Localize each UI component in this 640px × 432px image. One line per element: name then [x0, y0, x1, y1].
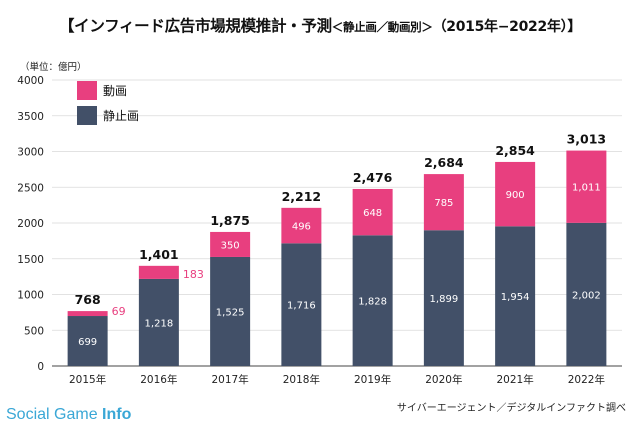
data-label-still: 1,525	[216, 307, 245, 318]
data-label-total: 3,013	[567, 132, 607, 147]
bar-video-2018年	[281, 207, 322, 244]
data-label-still: 699	[78, 337, 97, 348]
x-tick-label: 2017年	[212, 373, 249, 386]
brand-logo-text-2: Info	[102, 406, 132, 423]
bar-video-2019年	[352, 188, 393, 236]
y-tick-label: 3000	[17, 147, 44, 159]
data-label-video: 69	[112, 305, 126, 318]
y-tick-label: 500	[24, 325, 44, 337]
data-label-still: 1,828	[358, 297, 387, 308]
legend-label: 動画	[103, 84, 127, 98]
y-tick-label: 4000	[17, 75, 44, 87]
bar-video-2016年	[138, 265, 179, 279]
data-label-still: 1,218	[145, 318, 174, 329]
x-tick-label: 2021年	[497, 373, 534, 386]
bar-video-2021年	[495, 161, 536, 227]
bar-still-2015年	[67, 316, 108, 366]
source-note: サイバーエージェント／デジタルインファクト調べ	[396, 403, 626, 414]
data-label-total: 2,854	[495, 143, 535, 158]
data-label-video: 496	[292, 222, 311, 233]
bar-still-2018年	[281, 243, 322, 366]
bar-still-2021年	[495, 226, 536, 366]
bar-still-2016年	[138, 278, 179, 366]
y-tick-label: 1000	[17, 290, 44, 302]
data-label-total: 2,684	[424, 155, 464, 170]
bar-still-2022年	[566, 222, 607, 366]
data-label-video: 900	[506, 190, 525, 201]
data-label-still: 2,002	[572, 290, 601, 301]
legend-label: 静止画	[103, 109, 139, 123]
data-label-video: 785	[434, 198, 453, 209]
y-tick-label: 2500	[17, 182, 44, 194]
legend-swatch-動画	[77, 81, 97, 100]
x-tick-label: 2016年	[140, 373, 177, 386]
x-tick-label: 2020年	[425, 373, 462, 386]
data-label-total: 2,476	[353, 170, 393, 185]
bar-still-2020年	[423, 230, 464, 366]
data-label-still: 1,954	[501, 292, 530, 303]
data-label-video: 183	[183, 268, 204, 281]
x-tick-label: 2019年	[354, 373, 391, 386]
chart-title-main: 【インフィード広告市場規模推計・予測	[58, 17, 332, 35]
bar-video-2022年	[566, 150, 607, 223]
x-tick-label: 2015年	[69, 373, 106, 386]
bar-video-2017年	[210, 231, 251, 257]
bar-still-2017年	[210, 256, 251, 366]
legend-swatch-静止画	[77, 106, 97, 125]
bar-video-2020年	[423, 174, 464, 231]
chart-title-sub: ＜静止画／動画別＞	[331, 20, 433, 34]
data-label-total: 1,875	[210, 213, 250, 228]
bar-still-2019年	[352, 235, 393, 366]
brand-logo-text-1: Social Game	[6, 406, 103, 423]
chart-title: 【インフィード広告市場規模推計・予測＜静止画／動画別＞（2015年−2022年）…	[0, 14, 640, 36]
x-tick-label: 2018年	[283, 373, 320, 386]
data-label-still: 1,899	[430, 294, 459, 305]
chart-title-years: （2015年−2022年）】	[432, 19, 582, 35]
y-tick-label: 2000	[17, 218, 44, 230]
data-label-total: 1,401	[139, 247, 179, 262]
y-tick-label: 3500	[17, 111, 44, 123]
unit-label: （単位：億円）	[20, 62, 87, 73]
data-label-total: 768	[75, 292, 101, 307]
data-label-video: 1,011	[572, 183, 601, 194]
y-tick-label: 0	[37, 361, 44, 373]
y-tick-label: 1500	[17, 254, 44, 266]
data-label-total: 2,212	[282, 189, 322, 204]
brand-logo: Social Game Info	[6, 406, 131, 424]
data-label-still: 1,716	[287, 301, 316, 312]
data-label-video: 350	[221, 240, 240, 251]
bar-video-2015年	[67, 311, 108, 317]
x-tick-label: 2022年	[568, 373, 605, 386]
data-label-video: 648	[363, 208, 382, 219]
